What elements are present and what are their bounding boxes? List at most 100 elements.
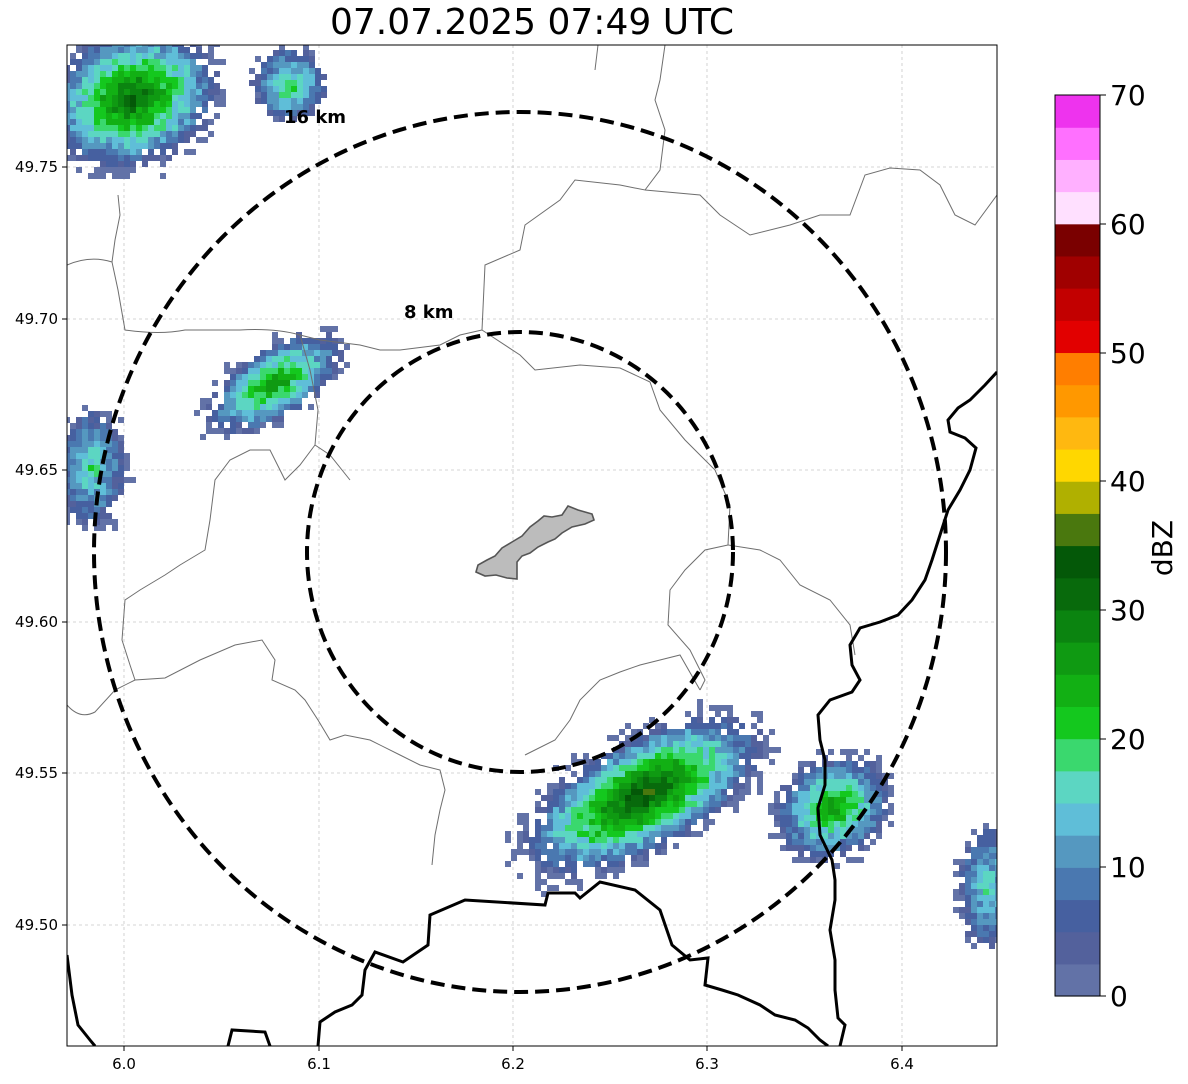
echo-pixel <box>559 801 565 807</box>
echo-pixel <box>154 77 160 83</box>
echo-pixel <box>172 77 178 83</box>
colorbar-segment <box>1055 931 1100 965</box>
echo-pixel <box>613 807 619 813</box>
echo-pixel <box>160 45 166 47</box>
echo-pixel <box>118 137 124 143</box>
echo-pixel <box>285 74 291 80</box>
echo-pixel <box>148 149 154 155</box>
echo-pixel <box>82 143 88 149</box>
echo-pixel <box>703 759 709 765</box>
echo-pixel <box>852 815 858 821</box>
echo-pixel <box>721 777 727 783</box>
echo-pixel <box>124 477 130 483</box>
colorbar-segment <box>1055 384 1100 418</box>
echo-pixel <box>810 761 816 767</box>
echo-pixel <box>166 125 172 131</box>
echo-pixel <box>272 350 278 356</box>
echo-pixel <box>547 795 553 801</box>
echo-pixel <box>76 155 82 161</box>
echo-pixel <box>297 104 303 110</box>
echo-pixel <box>172 83 178 89</box>
echo-pixel <box>100 495 106 501</box>
echo-pixel <box>595 813 601 819</box>
echo-pixel <box>983 919 989 925</box>
echo-pixel <box>649 825 655 831</box>
echo-pixel <box>166 131 172 137</box>
range-ring-label-8km: 8 km <box>404 302 454 323</box>
echo-pixel <box>338 368 344 374</box>
echo-pixel <box>285 98 291 104</box>
y-tick-label: 49.70 <box>15 310 58 328</box>
echo-pixel <box>613 753 619 759</box>
colorbar-segment <box>1055 642 1100 675</box>
echo-pixel <box>58 483 64 489</box>
echo-pixel <box>619 765 625 771</box>
echo-pixel <box>67 513 70 519</box>
echo-pixel <box>154 137 160 143</box>
echo-pixel <box>745 747 751 753</box>
echo-pixel <box>751 753 757 759</box>
echo-pixel <box>679 831 685 837</box>
echo-pixel <box>94 411 100 417</box>
echo-pixel <box>214 59 220 65</box>
echo-pixel <box>290 386 296 392</box>
echo-pixel <box>94 471 100 477</box>
echo-pixel <box>613 849 619 855</box>
echo-pixel <box>136 77 142 83</box>
echo-pixel <box>106 519 112 525</box>
echo-pixel <box>266 392 272 398</box>
echo-pixel <box>67 71 70 77</box>
echo-pixel <box>100 83 106 89</box>
echo-pixel <box>82 59 88 65</box>
echo-pixel <box>88 417 94 423</box>
echo-pixel <box>206 404 212 410</box>
echo-pixel <box>619 843 625 849</box>
echo-pixel <box>577 801 583 807</box>
echo-pixel <box>571 807 577 813</box>
echo-pixel <box>1001 895 1007 901</box>
echo-pixel <box>148 53 154 59</box>
echo-pixel <box>757 729 763 735</box>
echo-pixel <box>142 47 148 53</box>
echo-pixel <box>858 785 864 791</box>
echo-pixel <box>643 849 649 855</box>
echo-pixel <box>840 773 846 779</box>
echo-pixel <box>338 350 344 356</box>
echo-pixel <box>236 374 242 380</box>
echo-pixel <box>786 791 792 797</box>
echo-pixel <box>965 877 971 883</box>
echo-pixel <box>786 839 792 845</box>
echo-pixel <box>202 65 208 71</box>
echo-pixel <box>166 45 172 47</box>
echo-pixel <box>88 459 94 465</box>
echo-pixel <box>846 779 852 785</box>
echo-pixel <box>154 131 160 137</box>
colorbar-segment <box>1055 481 1100 514</box>
echo-pixel <box>124 459 130 465</box>
echo-pixel <box>822 809 828 815</box>
echo-pixel <box>643 765 649 771</box>
echo-pixel <box>255 92 261 98</box>
echo-pixel <box>46 71 52 77</box>
echo-pixel <box>332 344 338 350</box>
echo-pixel <box>118 459 124 465</box>
echo-pixel <box>88 107 94 113</box>
echo-pixel <box>67 447 70 453</box>
echo-pixel <box>230 386 236 392</box>
echo-pixel <box>130 23 136 29</box>
echo-pixel <box>100 465 106 471</box>
echo-pixel <box>571 753 577 759</box>
echo-pixel <box>798 773 804 779</box>
echo-pixel <box>727 759 733 765</box>
echo-pixel <box>751 741 757 747</box>
echo-pixel <box>136 149 142 155</box>
y-tick-label: 49.50 <box>15 916 58 934</box>
echo-pixel <box>142 59 148 65</box>
echo-pixel <box>721 735 727 741</box>
echo-pixel <box>160 47 166 53</box>
echo-pixel <box>631 801 637 807</box>
echo-pixel <box>290 344 296 350</box>
echo-pixel <box>136 71 142 77</box>
echo-pixel <box>583 861 589 867</box>
echo-pixel <box>535 843 541 849</box>
